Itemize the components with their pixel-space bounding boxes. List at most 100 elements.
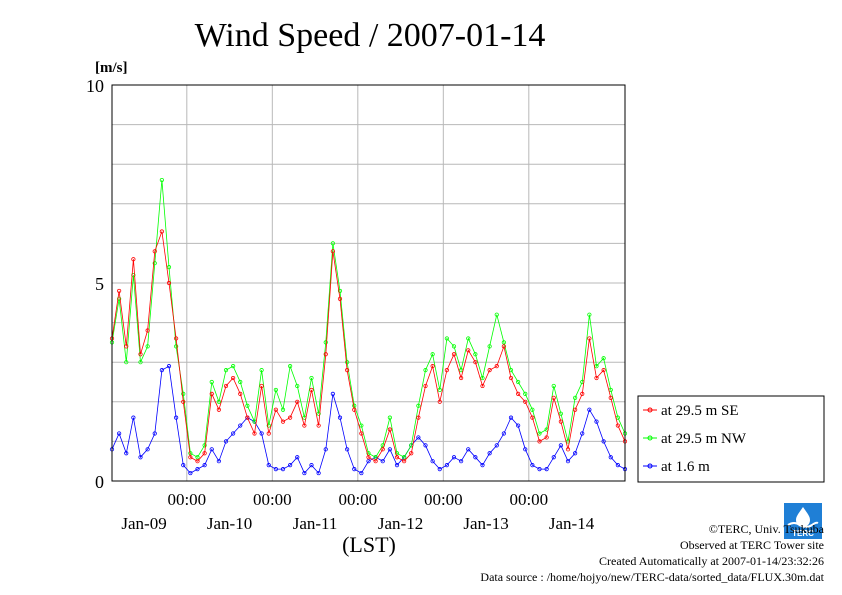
- x-tick-day-label: Jan-12: [378, 514, 423, 533]
- data-point: [216, 399, 221, 404]
- data-point: [195, 455, 200, 460]
- data-point: [558, 443, 563, 448]
- data-point: [516, 379, 521, 385]
- chart-title: Wind Speed / 2007-01-14: [195, 17, 546, 54]
- data-point: [494, 312, 499, 317]
- data-point: [601, 439, 606, 444]
- data-point: [152, 261, 157, 266]
- data-point: [459, 375, 464, 381]
- x-tick-day-label: Jan-13: [463, 514, 508, 533]
- data-point: [523, 447, 528, 452]
- data-point: [181, 463, 186, 468]
- x-tick-time-label: 00:00: [424, 490, 463, 509]
- data-point: [444, 368, 449, 373]
- legend-marker: [647, 407, 653, 413]
- data-point: [402, 455, 407, 460]
- data-point: [423, 368, 428, 373]
- data-point: [508, 375, 514, 381]
- data-point: [252, 431, 257, 436]
- x-tick-day-label: Jan-10: [207, 514, 252, 533]
- credits-block: ©TERC, Univ. Tsukuba Observed at TERC To…: [480, 521, 824, 585]
- data-point: [145, 328, 150, 333]
- data-point: [181, 399, 186, 404]
- data-point: [337, 296, 343, 301]
- plot-frame: [111, 84, 626, 482]
- x-tick-day-label: Jan-11: [293, 514, 338, 533]
- data-point: [373, 459, 378, 464]
- data-point: [551, 383, 556, 389]
- data-point: [359, 423, 364, 428]
- data-point: [330, 241, 335, 246]
- data-point: [195, 459, 200, 464]
- data-point: [366, 459, 371, 464]
- data-point: [223, 383, 229, 389]
- data-point: [437, 399, 442, 404]
- data-point: [501, 340, 506, 345]
- data-point: [423, 443, 428, 448]
- data-point: [231, 364, 236, 369]
- data-point: [280, 419, 286, 424]
- data-point: [423, 383, 428, 389]
- data-point: [366, 455, 371, 460]
- data-point: [501, 431, 506, 436]
- data-point: [430, 352, 435, 357]
- data-point: [387, 427, 392, 432]
- x-tick-time-label: 00:00: [167, 490, 206, 509]
- y-tick-label-10: 10: [86, 76, 104, 96]
- data-point: [330, 249, 335, 254]
- data-point: [394, 463, 400, 468]
- data-point: [523, 391, 528, 396]
- x-tick-time-label: 00:00: [253, 490, 292, 509]
- data-point: [373, 455, 378, 460]
- data-point: [537, 467, 542, 472]
- data-point: [487, 368, 492, 373]
- data-point: [451, 344, 457, 349]
- data-point: [323, 447, 328, 452]
- data-point: [530, 415, 535, 420]
- credit-observed: Observed at TERC Tower site: [679, 538, 824, 552]
- data-point: [359, 431, 364, 436]
- data-point: [501, 344, 506, 349]
- data-point: [223, 368, 229, 373]
- data-point: [345, 360, 350, 365]
- data-point: [494, 364, 499, 369]
- data-point: [580, 391, 585, 396]
- data-point: [601, 356, 606, 361]
- data-point: [330, 391, 335, 396]
- logo-label: TERC: [792, 529, 814, 538]
- data-point: [537, 431, 542, 436]
- data-point: [145, 447, 150, 452]
- data-point: [487, 344, 492, 349]
- data-point: [117, 288, 122, 294]
- data-point: [295, 399, 300, 404]
- data-point: [131, 415, 136, 420]
- data-point: [608, 455, 613, 460]
- data-point: [316, 411, 321, 416]
- data-point: [508, 415, 514, 420]
- data-point: [402, 459, 407, 464]
- data-point: [131, 257, 136, 262]
- x-tick-time-label: 00:00: [338, 490, 377, 509]
- data-point: [202, 463, 207, 468]
- data-point: [466, 447, 471, 452]
- legend-box: [637, 395, 825, 483]
- data-point: [337, 415, 343, 420]
- legend-label: at 29.5 m NW: [661, 431, 747, 447]
- data-point: [209, 447, 214, 452]
- data-point: [288, 364, 293, 369]
- data-point: [181, 391, 186, 396]
- data-point: [138, 455, 143, 460]
- data-point: [487, 451, 492, 456]
- data-point: [523, 399, 528, 404]
- data-point: [166, 280, 172, 286]
- data-point: [174, 344, 179, 349]
- data-point: [131, 272, 136, 278]
- data-point: [323, 352, 328, 357]
- data-point: [480, 383, 485, 389]
- data-point: [273, 467, 278, 472]
- data-point: [352, 407, 357, 412]
- series-line: [111, 231, 626, 462]
- data-point: [152, 249, 157, 254]
